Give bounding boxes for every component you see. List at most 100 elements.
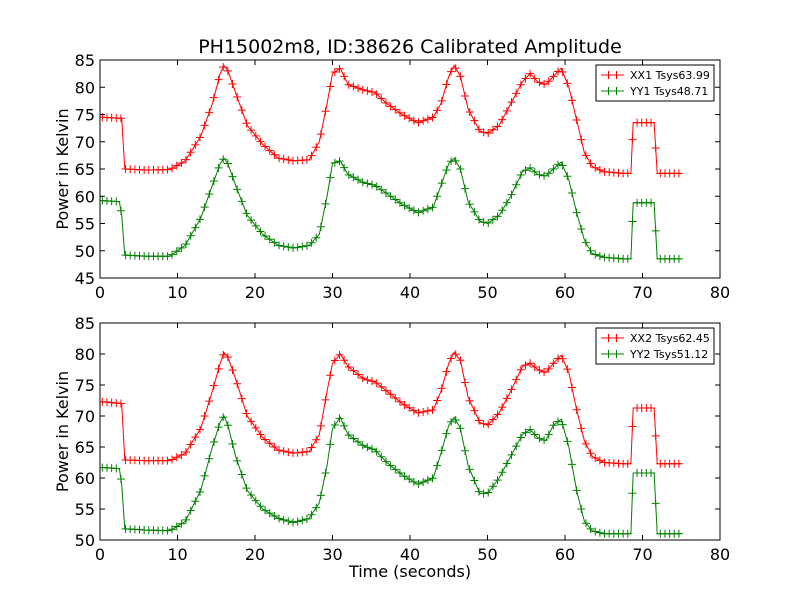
data-point	[493, 212, 502, 221]
data-point	[474, 487, 483, 496]
data-point	[279, 155, 288, 164]
data-point	[414, 208, 423, 217]
data-point	[321, 395, 330, 404]
data-point	[465, 465, 474, 474]
data-point	[182, 239, 191, 248]
data-point	[316, 222, 325, 231]
data-point	[168, 250, 177, 259]
data-point	[381, 457, 390, 466]
data-point	[381, 98, 390, 107]
data-point	[493, 410, 502, 419]
data-point	[242, 484, 251, 493]
data-point	[172, 453, 181, 462]
data-point	[577, 424, 586, 433]
data-point	[577, 505, 586, 513]
data-point	[261, 506, 270, 515]
data-point	[251, 496, 260, 505]
x-tick-label: 20	[245, 283, 265, 302]
data-point	[223, 66, 232, 75]
data-point	[647, 118, 656, 127]
data-point	[572, 115, 581, 124]
data-point	[451, 416, 460, 425]
x-tick-label: 0	[95, 545, 105, 564]
data-point	[326, 82, 335, 91]
y-tick-label: 50	[75, 242, 95, 261]
data-point	[521, 166, 530, 175]
data-point	[354, 437, 363, 446]
data-point	[298, 448, 307, 457]
data-point	[307, 510, 316, 519]
data-point	[270, 150, 279, 159]
data-point	[451, 156, 460, 165]
y-tick-label: 55	[75, 500, 95, 519]
data-point	[470, 476, 479, 485]
data-point	[195, 487, 204, 496]
data-point	[247, 417, 256, 426]
data-point	[344, 431, 353, 440]
data-point	[186, 231, 195, 240]
data-point	[405, 403, 414, 412]
data-point	[116, 206, 125, 215]
data-point	[479, 489, 488, 498]
data-point	[275, 241, 284, 250]
data-point	[414, 408, 423, 417]
data-point	[423, 476, 432, 485]
data-point	[228, 172, 237, 181]
data-point	[461, 378, 470, 387]
x-tick-label: 30	[322, 283, 342, 302]
data-point	[209, 381, 218, 390]
data-point	[577, 224, 586, 233]
data-point	[340, 356, 349, 365]
data-point	[275, 154, 284, 163]
data-point	[358, 85, 367, 94]
data-point	[349, 434, 358, 443]
data-point	[674, 254, 683, 263]
y-tick-label: 50	[75, 531, 95, 550]
data-point	[177, 519, 186, 528]
data-point	[214, 75, 223, 84]
data-point	[461, 184, 470, 193]
data-point	[386, 192, 395, 201]
data-point	[349, 82, 358, 91]
data-point	[372, 90, 381, 99]
data-point	[228, 366, 237, 375]
data-point	[512, 89, 521, 98]
data-point	[563, 79, 572, 88]
data-point	[237, 470, 246, 479]
data-point	[516, 80, 525, 89]
data-point	[186, 440, 195, 449]
data-point	[312, 143, 321, 152]
data-point	[437, 384, 446, 393]
data-point	[358, 441, 367, 450]
data-point	[474, 416, 483, 425]
legend-box	[595, 327, 715, 365]
data-point	[479, 218, 488, 227]
data-point	[461, 91, 470, 100]
data-point	[549, 359, 558, 368]
data-point	[442, 80, 451, 89]
data-point	[470, 116, 479, 125]
x-tick-label: 60	[555, 283, 575, 302]
data-point	[647, 198, 656, 207]
data-point	[498, 115, 507, 124]
data-point	[279, 515, 288, 524]
data-point	[488, 125, 497, 134]
data-point	[540, 79, 549, 88]
data-point	[302, 514, 311, 523]
data-point	[270, 238, 279, 247]
data-point	[507, 450, 516, 459]
legend-label: YY2 Tsys51.12	[629, 348, 708, 361]
data-point	[572, 208, 581, 217]
data-point	[316, 491, 325, 500]
data-point	[474, 125, 483, 134]
x-tick-label: 50	[477, 283, 497, 302]
y-tick-label: 70	[75, 133, 95, 152]
data-point	[377, 382, 386, 391]
data-point	[651, 144, 660, 153]
data-point	[256, 227, 265, 236]
data-point	[205, 108, 214, 117]
data-point	[372, 182, 381, 191]
data-point	[558, 420, 567, 429]
data-point	[242, 119, 251, 128]
data-point	[558, 354, 567, 363]
